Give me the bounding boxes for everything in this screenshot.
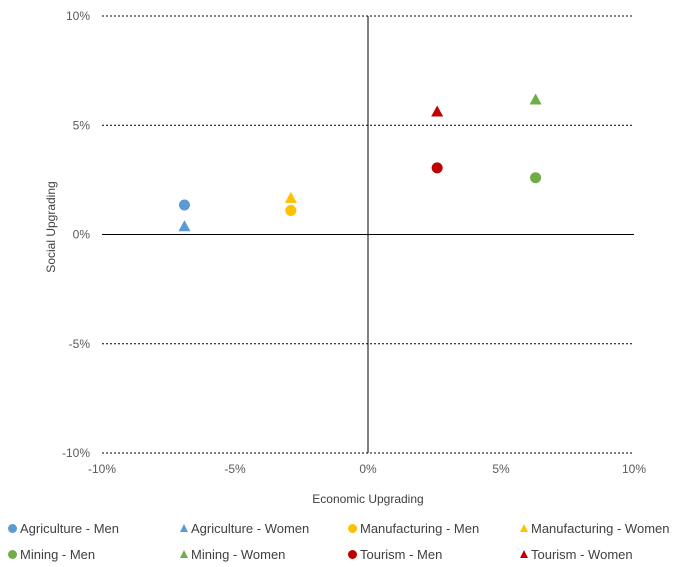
legend-item: Tourism - Men — [348, 547, 520, 562]
axes — [102, 16, 634, 453]
legend-label: Manufacturing - Women — [531, 520, 670, 536]
legend-label: Agriculture - Women — [191, 520, 310, 536]
legend: Agriculture - Men Agriculture - Women Manu… — [8, 515, 682, 567]
x-tick-label: -10% — [88, 462, 116, 476]
legend-label: Mining - Men — [20, 546, 96, 562]
point-agriculture-men — [178, 199, 190, 211]
legend-circle-icon — [8, 549, 17, 559]
y-tick-label: 0% — [73, 228, 91, 242]
x-tick-label: 10% — [622, 462, 646, 476]
point-mining-men — [530, 172, 542, 184]
legend-item: Manufacturing - Women — [520, 521, 680, 536]
x-tick-label: -5% — [224, 462, 246, 476]
legend-triangle-icon — [520, 524, 528, 532]
legend-item: Agriculture - Women — [180, 521, 348, 536]
point-tourism-women — [431, 105, 444, 117]
y-axis-title: Social Upgrading — [44, 181, 58, 272]
point-agriculture-women — [178, 220, 191, 232]
legend-label: Tourism - Women — [531, 546, 633, 562]
y-tick-label: -10% — [62, 446, 90, 460]
data-points — [178, 93, 542, 232]
x-tick-label: 0% — [359, 462, 377, 476]
legend-circle-icon — [348, 549, 357, 559]
point-tourism-men — [431, 162, 443, 174]
point-manufacturing-women — [284, 191, 297, 203]
legend-item: Manufacturing - Men — [348, 521, 520, 536]
legend-item: Mining - Men — [8, 547, 180, 562]
point-mining-women — [529, 93, 542, 105]
legend-triangle-icon — [180, 524, 188, 532]
legend-item: Agriculture - Men — [8, 521, 180, 536]
legend-item: Mining - Women — [180, 547, 348, 562]
y-tick-label: -5% — [69, 337, 91, 351]
y-tick-label: 5% — [73, 118, 91, 132]
legend-row: Mining - Men Mining - Women Tourism - Men T… — [8, 541, 682, 567]
legend-triangle-icon — [520, 550, 528, 558]
y-tick-label: 10% — [66, 9, 90, 23]
legend-circle-icon — [348, 523, 357, 533]
legend-label: Agriculture - Men — [20, 520, 119, 536]
point-manufacturing-men — [285, 204, 297, 216]
tick-labels: 10% 5% 0% -5% -10% -10% -5% 0% 5% 10% — [62, 9, 646, 476]
legend-label: Tourism - Men — [360, 546, 443, 562]
legend-circle-icon — [8, 523, 17, 533]
x-axis-title: Economic Upgrading — [312, 492, 423, 506]
scatter-chart: 10% 5% 0% -5% -10% -10% -5% 0% 5% 10% Economic Up… — [44, 9, 646, 506]
legend-label: Mining - Women — [191, 546, 286, 562]
legend-label: Manufacturing - Men — [360, 520, 480, 536]
legend-item: Tourism - Women — [520, 547, 680, 562]
x-tick-label: 5% — [492, 462, 510, 476]
legend-row: Agriculture - Men Agriculture - Women Manu… — [8, 515, 682, 541]
legend-triangle-icon — [180, 550, 188, 558]
